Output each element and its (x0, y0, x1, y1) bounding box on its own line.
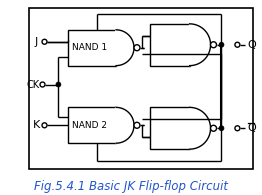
Bar (68, 107, 116, 143)
Circle shape (219, 42, 224, 47)
Circle shape (219, 126, 224, 131)
Text: J: J (35, 37, 38, 47)
Polygon shape (190, 24, 211, 66)
Text: CK: CK (27, 80, 40, 90)
Text: Q: Q (247, 40, 256, 50)
Circle shape (40, 82, 45, 87)
Bar (29, 8, 253, 169)
Circle shape (134, 122, 140, 128)
Circle shape (211, 125, 216, 131)
Circle shape (134, 45, 140, 51)
Circle shape (42, 123, 47, 128)
Polygon shape (116, 107, 134, 143)
Circle shape (56, 82, 61, 87)
Bar (68, 30, 116, 66)
Circle shape (235, 126, 240, 131)
Text: NAND 1: NAND 1 (72, 43, 107, 52)
Circle shape (42, 39, 47, 44)
Circle shape (235, 42, 240, 47)
Text: Fig.5.4.1 Basic JK Flip-flop Circuit: Fig.5.4.1 Basic JK Flip-flop Circuit (34, 180, 228, 193)
Text: Q: Q (247, 123, 256, 133)
Polygon shape (190, 107, 211, 149)
Polygon shape (116, 30, 134, 66)
Text: NAND 2: NAND 2 (72, 121, 107, 130)
Circle shape (211, 42, 216, 48)
Text: K: K (33, 120, 40, 130)
Bar (150, 107, 190, 149)
Bar (150, 24, 190, 66)
